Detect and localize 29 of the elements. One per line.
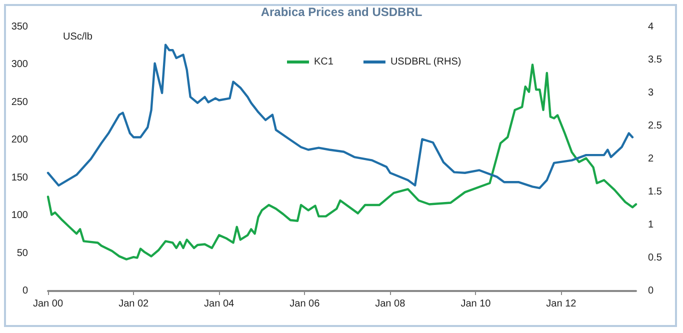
y2-tick-label: 3	[648, 88, 654, 98]
y-tick-label: 100	[11, 210, 28, 222]
y2-tick-label: 2	[648, 154, 654, 164]
y-tick-label: 200	[11, 134, 28, 146]
x-tick-label: Jan 12	[546, 298, 577, 310]
x-tick-label: Jan 04	[204, 298, 235, 310]
y-tick-label: 150	[11, 172, 28, 184]
y2-tick-label: 1	[648, 220, 654, 230]
x-tick-label: Jan 02	[118, 298, 150, 310]
y-axis-title: USc/lb	[63, 32, 93, 42]
y-tick-label: 350	[11, 22, 28, 32]
x-tick-label: Jan 10	[460, 298, 492, 310]
y-tick-label: 50	[16, 248, 28, 259]
y2-tick-label: 1.5	[648, 186, 662, 198]
y-tick-label: 250	[11, 96, 28, 108]
y2-tick-label: 0.5	[648, 252, 662, 264]
legend-label: KC1	[314, 56, 334, 68]
y2-tick-label: 4	[648, 22, 654, 32]
y2-tick-label: 0	[648, 286, 654, 296]
y-tick-label: 0	[22, 286, 28, 296]
y2-tick-label: 2.5	[648, 120, 662, 132]
y-tick-label: 300	[11, 59, 28, 70]
x-tick-label: Jan 00	[32, 298, 64, 310]
x-tick-label: Jan 08	[375, 298, 406, 310]
x-tick-label: Jan 06	[290, 298, 320, 310]
legend-label: USDBRL (RHS)	[390, 56, 462, 68]
y2-tick-label: 3.5	[648, 54, 662, 66]
line-series	[46, 44, 634, 190]
chart-title: Arabica Prices and USDBRL	[260, 5, 422, 19]
